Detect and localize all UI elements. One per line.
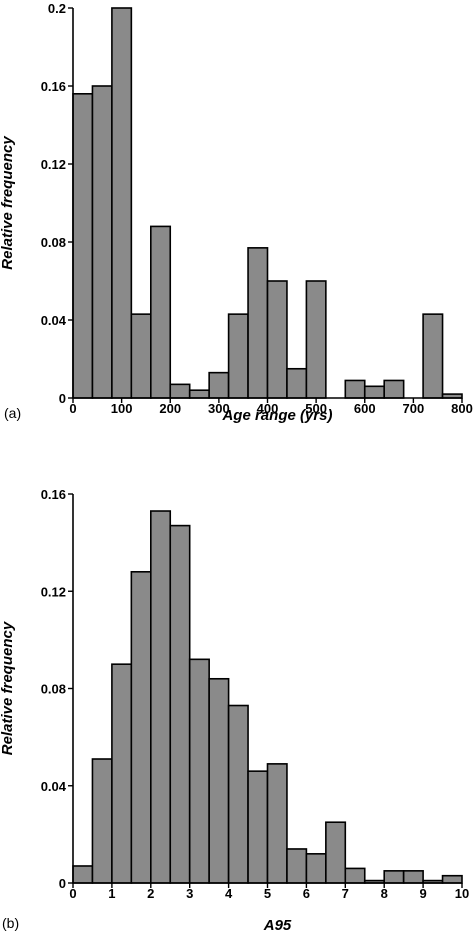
x-tick-label: 8: [381, 886, 388, 901]
histogram-bar: [247, 770, 269, 884]
x-tick-label: 600: [354, 401, 376, 416]
histogram-bar: [91, 85, 113, 399]
x-tick-label: 5: [264, 886, 271, 901]
y-tick-label: 0: [59, 876, 66, 891]
panel-a-age-range-histogram: 0 100 200 300 400 500 600 700 800 0 0.04 0.08 0.12 0.…: [0, 1, 473, 424]
x-tick-label: 400: [257, 401, 279, 416]
histogram-bar: [286, 848, 308, 884]
histogram-bar: [383, 379, 405, 399]
histogram-bar: [150, 225, 172, 399]
panel-label: (a): [4, 405, 21, 421]
histogram-bar: [325, 821, 347, 884]
x-tick-label: 6: [303, 886, 310, 901]
panel-b-a95-histogram: 0 1 2 3 4 5 6 7 8 9 10 0 0.04 0.08 0.12 0.16 A95 Relative…: [0, 487, 469, 934]
x-tick-label: 500: [305, 401, 327, 416]
y-tick-label: 0.08: [41, 235, 66, 250]
y-tick-label: 0: [59, 391, 66, 406]
x-axis-title: Age range (yrs): [221, 407, 332, 424]
y-axis-title: Relative frequency: [0, 136, 16, 270]
x-tick-label: 0: [69, 886, 76, 901]
histogram-bar: [150, 510, 172, 884]
histogram-bar: [111, 7, 133, 399]
y-tick-label: 0.04: [41, 779, 67, 794]
y-tick-label: 0.12: [41, 584, 66, 599]
histogram-bar: [208, 371, 230, 399]
histogram-bar: [286, 367, 308, 399]
histogram-bar: [72, 865, 94, 884]
histogram-bar: [344, 867, 366, 884]
histogram-bar: [130, 313, 152, 399]
histogram-bar: [130, 570, 152, 884]
histogram-bar: [247, 247, 269, 399]
y-tick-label: 0.16: [41, 487, 66, 502]
x-tick-label: 700: [403, 401, 425, 416]
x-tick-label: 2: [147, 886, 154, 901]
x-tick-label: 7: [342, 886, 349, 901]
x-tick-label: 3: [186, 886, 193, 901]
histogram-bar: [188, 389, 210, 399]
histogram-bar: [208, 677, 230, 884]
histogram-bar: [344, 379, 366, 399]
x-tick-label: 300: [208, 401, 230, 416]
x-tick-label: 10: [455, 886, 469, 901]
histogram-bar: [402, 870, 424, 884]
histogram-bar: [72, 93, 94, 399]
x-tick-label: 200: [159, 401, 181, 416]
x-tick-label: 4: [225, 886, 233, 901]
histogram-bar: [305, 280, 327, 399]
y-axis-title: Relative frequency: [0, 621, 16, 755]
x-axis-title: A95: [263, 917, 292, 934]
histogram-bar: [169, 524, 191, 884]
histogram-bar: [266, 763, 288, 884]
histogram-bar: [305, 853, 327, 884]
y-tick-label: 0.08: [41, 682, 66, 697]
x-tick-label: 800: [451, 401, 473, 416]
histogram-bar: [227, 704, 249, 884]
x-tick-label: 9: [419, 886, 426, 901]
histogram-bar: [383, 870, 405, 884]
histogram-bar: [91, 758, 113, 884]
histogram-bar: [188, 658, 210, 884]
y-tick-label: 0.2: [48, 1, 66, 16]
y-tick-label: 0.16: [41, 79, 66, 94]
histogram-bar: [111, 663, 133, 884]
x-tick-label: 0: [69, 401, 76, 416]
histogram-bar: [363, 385, 386, 399]
histogram-bar: [266, 280, 288, 399]
histogram-bar: [441, 874, 463, 884]
histogram-bar: [227, 313, 249, 399]
panel-label: (b): [2, 915, 19, 931]
x-tick-label: 1: [108, 886, 115, 901]
x-tick-label: 100: [111, 401, 133, 416]
y-tick-label: 0.12: [41, 157, 66, 172]
histogram-bar: [422, 313, 444, 399]
histogram-bar: [169, 383, 191, 399]
y-tick-label: 0.04: [41, 313, 67, 328]
